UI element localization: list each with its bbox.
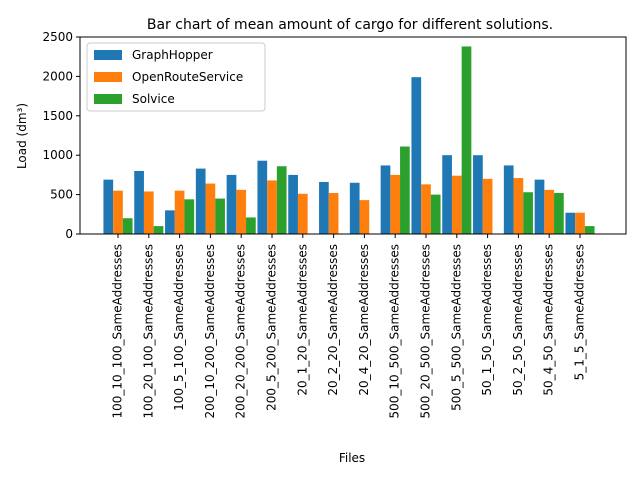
y-tick-label: 500 — [50, 188, 73, 202]
x-tick-label: 100_5_100_SameAddresses — [172, 244, 186, 411]
y-tick-label: 2500 — [42, 30, 73, 44]
bar-openrouteservice-0 — [113, 190, 123, 234]
bar-graphhopper-13 — [503, 165, 514, 234]
y-axis-label: Load (dm³) — [15, 103, 29, 169]
legend: GraphHopper OpenRouteService Solvice — [86, 42, 266, 112]
x-tick-label: 500_5_500_SameAddresses — [449, 244, 463, 411]
bar-openrouteservice-14 — [544, 189, 555, 234]
bar-solvice-1 — [153, 226, 164, 234]
x-tick-label: 500_20_500_SameAddresses — [419, 244, 433, 419]
legend-box — [86, 42, 266, 112]
plot-frame — [79, 36, 627, 235]
bar-solvice-5 — [276, 166, 287, 234]
bar-graphhopper-3 — [195, 168, 206, 234]
y-tick-label: 0 — [65, 227, 73, 241]
bar-solvice-10 — [430, 194, 441, 234]
bar-graphhopper-14 — [534, 179, 545, 234]
y-tick-label: 2000 — [42, 69, 73, 83]
bar-solvice-4 — [246, 217, 256, 234]
x-axis: 100_10_100_SameAddresses 100_20_100_SameA… — [111, 234, 587, 419]
x-tick-label: 20_2_20_SameAddresses — [326, 244, 340, 396]
bar-graphhopper-10 — [411, 77, 422, 234]
y-axis: 0 500 1000 1500 2000 2500 — [42, 30, 80, 241]
bar-graphhopper-15 — [565, 212, 576, 234]
x-tick-label: 200_20_200_SameAddresses — [234, 244, 248, 419]
bars-layer — [103, 46, 595, 235]
bar-openrouteservice-13 — [513, 178, 524, 234]
x-tick-label: 50_1_50_SameAddresses — [480, 244, 494, 396]
x-tick-label: 500_10_500_SameAddresses — [388, 244, 402, 419]
bar-graphhopper-2 — [165, 210, 175, 234]
x-tick-label: 20_4_20_SameAddresses — [357, 244, 371, 396]
x-tick-label: 200_10_200_SameAddresses — [203, 244, 217, 419]
bar-graphhopper-4 — [226, 174, 237, 234]
bar-openrouteservice-1 — [143, 191, 154, 234]
bar-graphhopper-1 — [134, 170, 144, 234]
bar-graphhopper-7 — [319, 181, 329, 234]
bar-openrouteservice-7 — [328, 193, 339, 234]
x-tick-label: 20_1_20_SameAddresses — [295, 244, 309, 396]
bar-openrouteservice-5 — [267, 180, 277, 234]
legend-swatch-graphhopper — [94, 50, 122, 60]
bar-openrouteservice-8 — [359, 200, 370, 234]
bar-solvice-14 — [554, 193, 564, 234]
legend-swatch-openrouteservice — [94, 72, 122, 82]
bar-graphhopper-8 — [349, 182, 360, 234]
bar-openrouteservice-3 — [205, 183, 216, 234]
legend-label-graphhopper: GraphHopper — [132, 48, 213, 62]
bar-graphhopper-12 — [473, 155, 483, 234]
bar-openrouteservice-2 — [174, 190, 185, 234]
x-tick-label: 50_4_50_SameAddresses — [542, 244, 556, 396]
bar-openrouteservice-12 — [482, 178, 493, 234]
bar-openrouteservice-10 — [421, 184, 431, 234]
bar-solvice-11 — [461, 46, 472, 235]
bar-openrouteservice-4 — [236, 189, 247, 234]
x-tick-label: 100_10_100_SameAddresses — [111, 244, 125, 419]
bar-graphhopper-5 — [257, 160, 268, 234]
bar-openrouteservice-9 — [390, 174, 401, 234]
x-tick-label: 100_20_100_SameAddresses — [141, 244, 155, 419]
y-tick-label: 1000 — [42, 148, 73, 162]
bar-solvice-9 — [400, 146, 410, 234]
bar-graphhopper-11 — [442, 155, 452, 234]
bar-solvice-15 — [584, 226, 595, 234]
bar-openrouteservice-11 — [451, 175, 462, 234]
bar-graphhopper-0 — [103, 179, 114, 234]
bar-graphhopper-6 — [288, 174, 298, 234]
chart-title: Bar chart of mean amount of cargo for di… — [147, 17, 553, 33]
x-axis-label: Files — [339, 451, 365, 465]
bar-solvice-0 — [122, 218, 133, 234]
bar-openrouteservice-15 — [575, 212, 585, 234]
legend-label-openrouteservice: OpenRouteService — [132, 70, 243, 84]
x-tick-label: 50_2_50_SameAddresses — [511, 244, 525, 396]
bar-openrouteservice-6 — [297, 193, 308, 234]
x-tick-label: 5_1_5_SameAddresses — [573, 244, 587, 380]
x-tick-label: 200_5_200_SameAddresses — [265, 244, 279, 411]
legend-swatch-solvice — [94, 94, 122, 104]
bar-solvice-2 — [184, 199, 195, 234]
y-tick-label: 1500 — [42, 109, 73, 123]
bar-graphhopper-9 — [380, 165, 391, 234]
bar-solvice-13 — [523, 192, 533, 234]
bar-solvice-3 — [215, 198, 225, 234]
legend-label-solvice: Solvice — [132, 92, 175, 106]
